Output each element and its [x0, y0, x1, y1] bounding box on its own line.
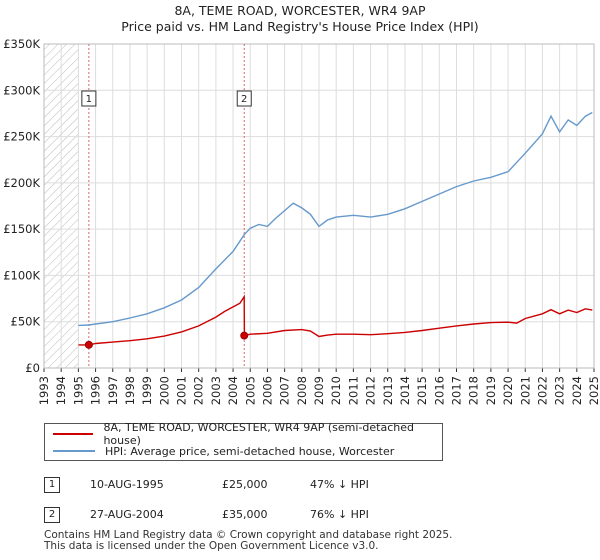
- x-tick-label: 2012: [364, 376, 378, 405]
- x-tick-label: 2019: [484, 376, 498, 405]
- y-tick-label: £350K: [3, 37, 40, 51]
- sale-point: [84, 340, 93, 349]
- transaction-number: 2: [44, 507, 60, 523]
- x-tick-label: 2022: [535, 376, 549, 405]
- transaction-number: 1: [44, 477, 60, 493]
- hpi-line: [78, 111, 593, 327]
- price-chart: 8A, TEME ROAD, WORCESTER, WR4 9AP Price …: [3, 3, 600, 405]
- legend-item-property: 8A, TEME ROAD, WORCESTER, WR4 9AP (semi-…: [53, 421, 442, 447]
- legend-swatch-property: [53, 433, 94, 435]
- legend-label-property: 8A, TEME ROAD, WORCESTER, WR4 9AP (semi-…: [103, 421, 414, 447]
- plot-frame: [43, 43, 595, 369]
- sale-label: 2: [241, 94, 247, 105]
- x-tick-label: 2017: [450, 376, 464, 405]
- x-tick-label: 2010: [329, 376, 343, 405]
- footer-attribution: Contains HM Land Registry data © Crown c…: [44, 530, 452, 552]
- transaction-hpi: 47% ↓ HPI: [310, 478, 369, 491]
- x-tick-label: 2015: [415, 376, 429, 405]
- x-tick-label: 2023: [553, 376, 567, 405]
- y-tick-label: £200K: [3, 176, 40, 190]
- x-tick-label: 1997: [106, 376, 120, 405]
- x-tick-label: 1994: [54, 376, 68, 405]
- chart-legend: 8A, TEME ROAD, WORCESTER, WR4 9AP (semi-…: [44, 421, 443, 461]
- footer-line-1: Contains HM Land Registry data © Crown c…: [44, 529, 453, 541]
- footer-line-2: This data is licensed under the Open Gov…: [44, 540, 379, 552]
- transaction-row-2: 2 27-AUG-2004 £35,000 76% ↓ HPI: [44, 504, 584, 526]
- property-price-line: [78, 294, 593, 346]
- sale-label-box: [236, 90, 252, 107]
- transaction-date: 27-AUG-2004: [90, 508, 164, 521]
- x-tick-label: 2016: [432, 376, 446, 405]
- y-tick-label: £100K: [3, 268, 40, 282]
- chart-subtitle: Price paid vs. HM Land Registry's House …: [121, 19, 478, 34]
- transaction-date: 10-AUG-1995: [90, 478, 164, 491]
- x-tick-label: 2009: [312, 376, 326, 405]
- y-tick-label: £150K: [3, 222, 40, 236]
- x-tick-label: 2000: [157, 376, 171, 405]
- transaction-row-1: 1 10-AUG-1995 £25,000 47% ↓ HPI: [44, 474, 584, 496]
- x-tick-label: 2014: [398, 376, 412, 405]
- x-tick-label: 2024: [570, 376, 584, 405]
- x-tick-label: 1996: [89, 376, 103, 405]
- transaction-price: £25,000: [222, 478, 268, 491]
- x-tick-label: 2011: [346, 376, 360, 405]
- sale-point: [240, 331, 249, 340]
- x-tick-label: 2002: [192, 376, 206, 405]
- x-tick-label: 1998: [123, 376, 137, 405]
- x-tick-label: 2004: [226, 376, 240, 405]
- legend-item-hpi: HPI: Average price, semi-detached house,…: [53, 443, 394, 459]
- x-tick-label: 2008: [295, 376, 309, 405]
- x-tick-label: 2018: [467, 376, 481, 405]
- x-tick-label: 1995: [71, 376, 85, 405]
- x-tick-label: 2013: [381, 376, 395, 405]
- x-tick-label: 1999: [140, 376, 154, 405]
- transaction-price: £35,000: [222, 508, 268, 521]
- y-tick-label: £250K: [3, 130, 40, 144]
- x-tick-label: 2001: [175, 376, 189, 405]
- x-tick-label: 2003: [209, 376, 223, 405]
- x-tick-label: 2020: [501, 376, 515, 405]
- chart-title: 8A, TEME ROAD, WORCESTER, WR4 9AP: [174, 3, 426, 18]
- y-tick-label: £0: [25, 361, 40, 375]
- sale-label: 1: [86, 94, 92, 105]
- y-tick-label: £50K: [11, 315, 41, 329]
- x-tick-label: 2006: [260, 376, 274, 405]
- legend-label-hpi: HPI: Average price, semi-detached house,…: [105, 444, 395, 458]
- legend-swatch-hpi: [53, 450, 95, 452]
- x-tick-label: 2021: [518, 376, 532, 405]
- sale-label-box: [81, 90, 97, 107]
- y-tick-label: £300K: [3, 83, 40, 97]
- x-tick-label: 2007: [278, 376, 292, 405]
- x-tick-label: 2025: [587, 376, 600, 405]
- x-tick-label: 2005: [243, 376, 257, 405]
- x-tick-label: 1993: [37, 376, 51, 405]
- transaction-hpi: 76% ↓ HPI: [310, 508, 369, 521]
